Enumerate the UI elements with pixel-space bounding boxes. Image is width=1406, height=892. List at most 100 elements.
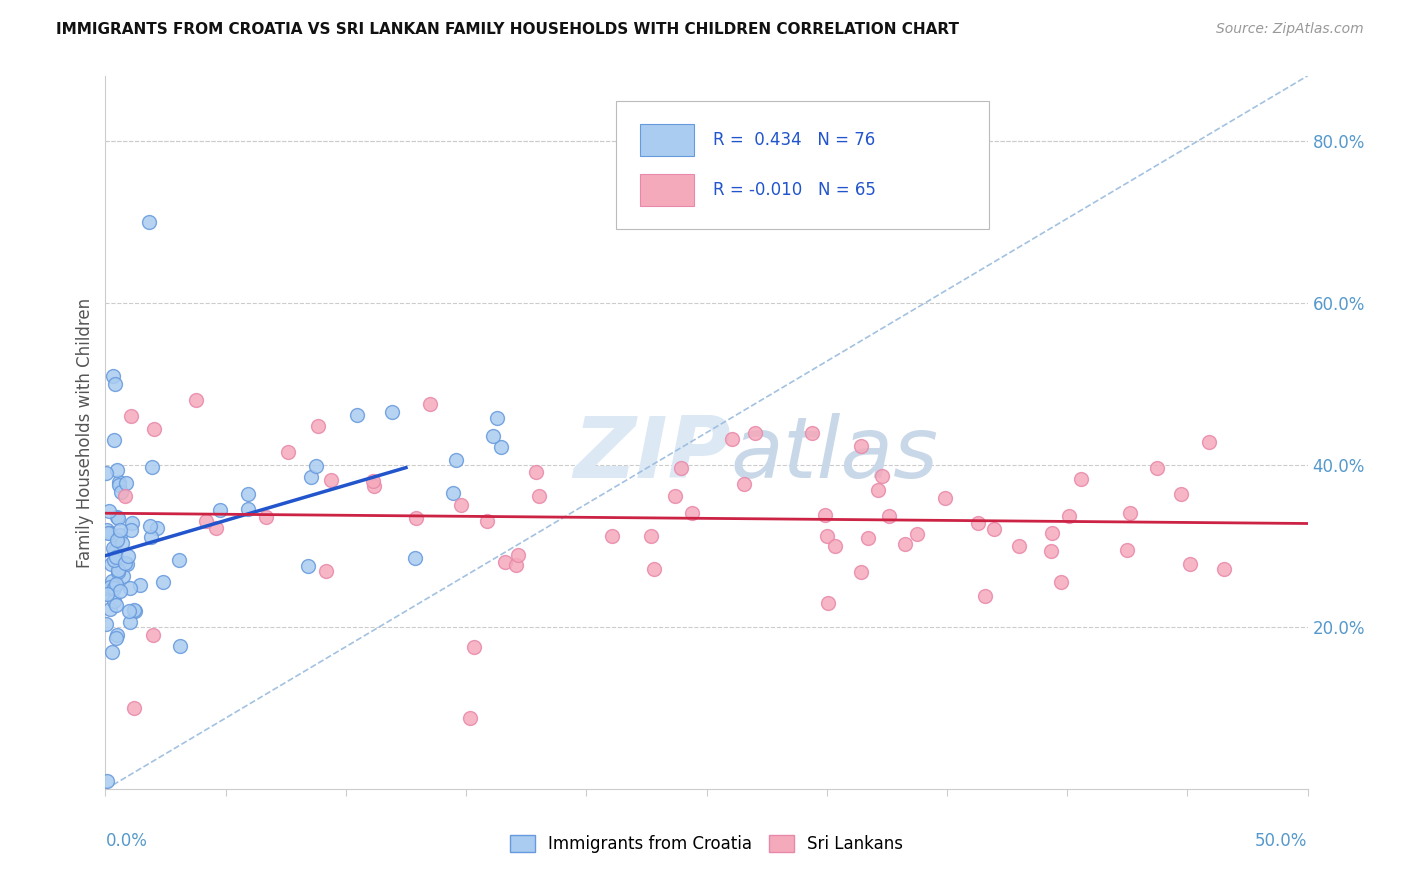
Point: [966, 516, 988, 530]
Point: [299, 470, 322, 484]
Point: [744, 425, 766, 440]
Point: [118, 604, 141, 618]
Point: [600, 529, 623, 543]
Point: [96, 581, 118, 595]
Point: [104, 542, 127, 557]
Point: [524, 465, 547, 479]
Point: [105, 631, 128, 645]
Point: [105, 533, 128, 547]
Point: [110, 485, 132, 500]
Point: [142, 628, 165, 642]
Point: [877, 508, 900, 523]
Point: [458, 711, 481, 725]
Point: [405, 511, 427, 525]
Point: [108, 583, 131, 598]
Point: [934, 491, 956, 505]
Point: [1119, 506, 1142, 520]
Point: [96, 617, 118, 632]
Point: [1115, 542, 1137, 557]
Point: [111, 536, 134, 550]
Point: [105, 628, 128, 642]
FancyBboxPatch shape: [616, 101, 988, 229]
Point: [96, 466, 118, 480]
Point: [315, 564, 337, 578]
Text: atlas: atlas: [731, 412, 939, 496]
Point: [361, 475, 384, 489]
Point: [121, 516, 143, 530]
Point: [101, 574, 124, 588]
Point: [893, 537, 915, 551]
Point: [100, 580, 122, 594]
Point: [640, 529, 662, 543]
Point: [733, 476, 755, 491]
Point: [868, 483, 890, 497]
Point: [444, 453, 467, 467]
Point: [475, 514, 498, 528]
FancyBboxPatch shape: [640, 124, 695, 156]
Point: [238, 502, 260, 516]
Point: [96, 774, 118, 789]
Point: [817, 596, 839, 610]
Point: [321, 473, 343, 487]
Point: [101, 368, 124, 383]
Point: [870, 469, 893, 483]
Point: [858, 531, 880, 545]
Point: [184, 393, 207, 408]
Point: [107, 511, 129, 525]
Text: R = -0.010   N = 65: R = -0.010 N = 65: [713, 181, 876, 199]
Point: [205, 521, 228, 535]
Point: [208, 502, 231, 516]
Point: [404, 550, 426, 565]
Point: [104, 598, 127, 612]
Point: [97, 526, 120, 541]
Text: ZIP: ZIP: [572, 412, 731, 496]
Point: [117, 549, 139, 563]
Point: [1213, 562, 1236, 576]
Point: [506, 548, 529, 562]
Point: [120, 615, 142, 629]
Point: [1008, 539, 1031, 553]
Point: [664, 489, 686, 503]
Point: [103, 581, 125, 595]
Point: [104, 577, 127, 591]
FancyBboxPatch shape: [640, 174, 695, 206]
Point: [101, 541, 124, 555]
Point: [115, 475, 138, 490]
Point: [100, 557, 122, 571]
Point: [105, 550, 128, 565]
Point: [108, 475, 131, 489]
Point: [1198, 435, 1220, 450]
Point: [105, 463, 128, 477]
Point: [104, 376, 127, 391]
Point: [100, 644, 122, 658]
Point: [450, 498, 472, 512]
Point: [1070, 472, 1092, 486]
Point: [682, 506, 704, 520]
Point: [814, 508, 837, 522]
Text: 0.0%: 0.0%: [105, 832, 148, 850]
Point: [124, 604, 146, 618]
Point: [381, 405, 404, 419]
Point: [238, 487, 260, 501]
Point: [103, 434, 125, 448]
Point: [494, 555, 516, 569]
Point: [139, 530, 162, 544]
Point: [105, 509, 128, 524]
Point: [643, 562, 665, 576]
Point: [363, 479, 385, 493]
Point: [489, 440, 512, 454]
Point: [905, 527, 928, 541]
Point: [115, 558, 138, 572]
Point: [721, 432, 744, 446]
Point: [815, 529, 838, 543]
Point: [419, 397, 441, 411]
Y-axis label: Family Households with Children: Family Households with Children: [76, 298, 94, 567]
Point: [107, 563, 129, 577]
Text: Source: ZipAtlas.com: Source: ZipAtlas.com: [1216, 22, 1364, 37]
Point: [152, 575, 174, 590]
Point: [96, 523, 118, 537]
Point: [124, 701, 146, 715]
Text: IMMIGRANTS FROM CROATIA VS SRI LANKAN FAMILY HOUSEHOLDS WITH CHILDREN CORRELATIO: IMMIGRANTS FROM CROATIA VS SRI LANKAN FA…: [56, 22, 959, 37]
Point: [801, 426, 824, 441]
Point: [1059, 509, 1081, 524]
